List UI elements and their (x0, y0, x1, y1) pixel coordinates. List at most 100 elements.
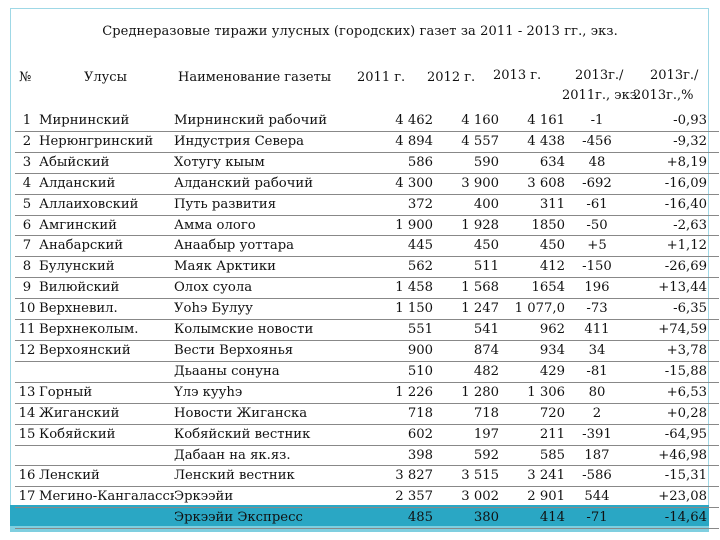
row-2011: 900 (407, 342, 433, 358)
row-number: 12 (18, 342, 36, 358)
row-2011: 2 357 (395, 489, 433, 505)
row-ulus: Мегино-Кангаласский (39, 489, 174, 505)
row-diff: 187 (584, 447, 610, 463)
row-2013: 4 161 (527, 113, 565, 128)
row-2013: 412 (539, 259, 565, 275)
row-number (15, 361, 39, 382)
row-2013: 962 (539, 322, 565, 338)
row-number (15, 508, 39, 529)
row-pct: +8,19 (666, 154, 707, 170)
row-pct: +13,44 (658, 280, 707, 296)
row-2013: 429 (539, 363, 565, 379)
header-2012: 2012 г. (427, 70, 476, 85)
row-ulus: Верхневил. (39, 301, 118, 317)
row-diff: 34 (588, 342, 606, 358)
row-number: 3 (22, 154, 32, 170)
row-2013: 3 608 (527, 175, 565, 191)
row-number: 10 (18, 301, 36, 317)
row-pct: +3,78 (666, 342, 707, 358)
row-2012: 380 (473, 510, 499, 526)
row-number: 7 (22, 238, 32, 254)
table-row: 3 Абыйский Хотугу кыым 586 590 634 48 +8,19 (15, 152, 719, 174)
row-2011: 4 894 (395, 133, 433, 149)
row-paper: Маяк Арктики (174, 259, 276, 275)
row-diff: +5 (587, 238, 607, 254)
header-ulus: Улусы (84, 70, 127, 85)
table-row: 15 Кобяйский Кобяйский вестник 602 197 211 -39… (15, 424, 719, 445)
row-ulus: Ленский (39, 468, 100, 484)
row-diff: -81 (586, 363, 608, 379)
row-ulus: Аллаиховский (39, 196, 139, 212)
row-2011: 3 827 (395, 468, 433, 484)
row-number: 8 (22, 259, 32, 275)
row-paper: Дьааны сонуна (174, 363, 280, 379)
row-diff: 411 (584, 322, 610, 338)
row-2011: 445 (407, 238, 433, 254)
row-paper: Эркээйи Экспресс (174, 510, 303, 526)
row-2011: 586 (407, 154, 433, 170)
row-2012: 450 (473, 238, 499, 254)
row-2011: 398 (407, 447, 433, 463)
row-ulus: Кобяйский (39, 426, 116, 442)
row-paper: Новости Жиганска (174, 405, 308, 421)
row-pct: -15,31 (664, 468, 707, 484)
row-number: 5 (22, 196, 32, 212)
row-ulus: Алданский (39, 175, 116, 191)
header-2011: 2011 г. (357, 70, 406, 85)
row-number: 15 (18, 426, 36, 442)
row-pct: -16,09 (664, 175, 707, 191)
row-diff: -50 (586, 217, 608, 233)
row-number: 6 (22, 217, 32, 233)
row-diff: -692 (582, 175, 612, 191)
row-pct: -9,32 (673, 133, 707, 149)
row-2012: 3 900 (461, 175, 499, 191)
table-row: Эркээйи Экспресс 485 380 414 -71 -14,64 (15, 508, 719, 529)
row-diff: -456 (582, 133, 612, 149)
table-row: 4 Алданский Алданский рабочий 4 300 3 900 3 6… (15, 173, 719, 195)
row-2013: 1 306 (527, 384, 565, 400)
table-row: 8 Булунский Маяк Арктики 562 511 412 -150 -26,6… (15, 257, 719, 278)
row-pct: +46,98 (658, 447, 707, 463)
row-pct: -2,63 (673, 217, 707, 233)
row-number: 4 (22, 175, 32, 191)
row-2013: 4 438 (527, 133, 565, 149)
row-ulus: Верхоянский (39, 342, 131, 358)
row-2012: 4 557 (461, 133, 499, 149)
row-2011: 510 (407, 363, 433, 379)
row-2011: 718 (407, 405, 433, 421)
row-2011: 602 (407, 426, 433, 442)
row-paper: Путь развития (174, 196, 277, 212)
row-pct: +74,59 (658, 322, 707, 338)
row-diff: 48 (588, 154, 606, 170)
row-2012: 3 002 (461, 489, 499, 505)
row-number: 2 (22, 133, 32, 149)
table-row: 14 Жиганский Новости Жиганска 718 718 720 2 +0,… (15, 403, 719, 425)
row-2012: 511 (473, 259, 499, 275)
header-diff-line2: 2011г., экз. (562, 88, 641, 103)
header-number: № (19, 70, 32, 85)
row-2012: 718 (473, 405, 499, 421)
row-diff: -1 (590, 113, 604, 128)
row-2013: 450 (539, 238, 565, 254)
row-diff: -71 (586, 510, 608, 526)
row-2013: 934 (539, 342, 565, 358)
row-2011: 372 (407, 196, 433, 212)
row-2011: 4 462 (395, 113, 433, 128)
header-pct-line1: 2013г./ (650, 68, 699, 83)
row-2012: 1 247 (461, 301, 499, 317)
row-ulus: Анабарский (39, 238, 124, 254)
row-2011: 485 (407, 510, 433, 526)
row-pct: -15,88 (664, 363, 707, 379)
table-row: 6 Амгинский Амма олого 1 900 1 928 1850 -50 -2,… (15, 215, 719, 236)
row-paper: Алданский рабочий (174, 175, 314, 191)
row-2013: 720 (539, 405, 565, 421)
row-2011: 1 458 (395, 280, 433, 296)
row-2012: 874 (473, 342, 499, 358)
row-2012: 400 (473, 196, 499, 212)
row-pct: -16,40 (664, 196, 707, 212)
table-row: Дабаан на як.яз. 398 592 585 187 +46,98 (15, 445, 719, 466)
row-paper: Колымские новости (174, 322, 314, 338)
row-diff: -150 (582, 259, 612, 275)
row-paper: Хотугу кыым (174, 154, 265, 170)
